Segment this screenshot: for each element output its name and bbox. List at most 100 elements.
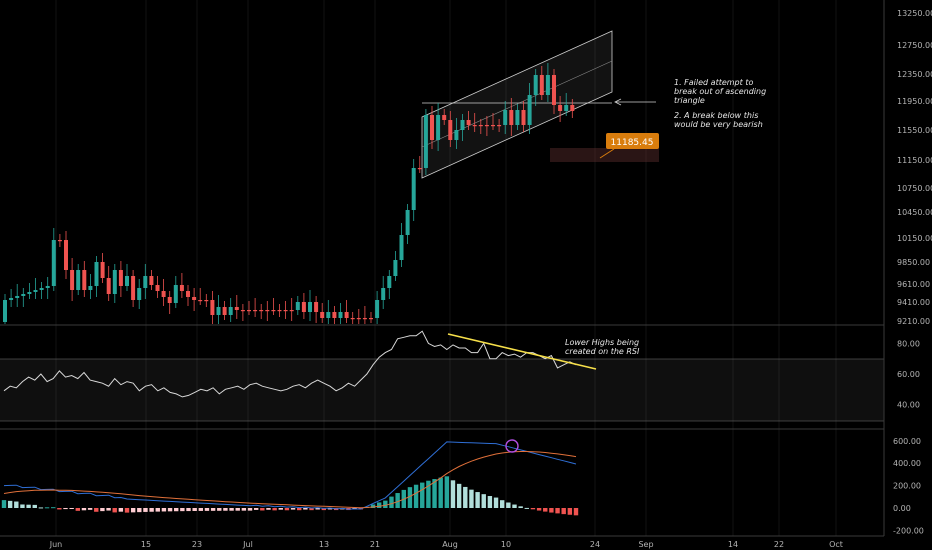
time-tick-label: 10 xyxy=(501,540,511,549)
rsi-pane[interactable] xyxy=(0,330,884,422)
candle-body xyxy=(472,125,477,127)
macd-histogram-bar xyxy=(272,508,277,511)
macd-histogram-bar xyxy=(186,508,191,512)
macd-histogram-bar xyxy=(167,508,173,512)
candle-body xyxy=(33,290,38,292)
candle-body xyxy=(204,300,209,302)
macd-histogram-bar xyxy=(161,508,167,512)
price-tick-label: 11150.00 xyxy=(897,156,932,165)
candle-body xyxy=(570,105,575,111)
macd-histogram-bar xyxy=(124,508,130,513)
macd-histogram-bar xyxy=(420,482,425,508)
rsi-tick-label: 40.00 xyxy=(897,401,920,410)
candle-body xyxy=(448,120,453,140)
macd-histogram-bar xyxy=(38,507,44,509)
time-tick-label: 13 xyxy=(319,540,329,549)
signal-line xyxy=(3,451,577,509)
candle-body xyxy=(179,285,184,291)
candle-body xyxy=(491,125,495,127)
macd-histogram-bar xyxy=(87,508,93,510)
candle-body xyxy=(155,285,160,291)
macd-histogram-bar xyxy=(130,508,136,513)
macd-histogram-bar xyxy=(469,489,474,508)
rsi-tick-label: 80.00 xyxy=(897,339,920,348)
candle-body xyxy=(240,310,245,312)
time-tick-label: 14 xyxy=(728,540,738,549)
price-tick-label: 11950.00 xyxy=(897,97,932,106)
macd-histogram-bar xyxy=(543,508,548,512)
macd-histogram-bar xyxy=(444,476,450,508)
macd-histogram-bar xyxy=(266,508,271,510)
candle-body xyxy=(362,318,367,320)
candle-body xyxy=(356,318,361,320)
candle-body xyxy=(308,302,312,312)
candle-body xyxy=(436,115,441,140)
macd-cross-marker[interactable] xyxy=(505,439,519,453)
time-tick-label: 24 xyxy=(590,540,600,549)
price-tick-label: 10750.00 xyxy=(897,184,932,193)
macd-histogram-bar xyxy=(438,477,443,508)
time-tick-label: 21 xyxy=(370,540,380,549)
macd-histogram-bar xyxy=(75,508,81,511)
annotation-triangle[interactable]: 1. Failed attempt to break out of ascend… xyxy=(614,78,766,129)
macd-histogram-bar xyxy=(229,508,234,511)
candle-body xyxy=(521,110,526,125)
macd-tick-label: -200.00 xyxy=(893,526,924,535)
macd-histogram-bar xyxy=(217,508,222,511)
annotation-rsi[interactable]: Lower Highs being created on the RSI xyxy=(565,338,640,356)
macd-histogram-bar xyxy=(14,501,19,508)
candle-body xyxy=(527,95,532,125)
macd-histogram-bar xyxy=(475,492,480,508)
candle-body xyxy=(417,168,422,170)
rsi-axis[interactable]: 80.00 60.00 40.00 xyxy=(897,339,920,409)
candle-body xyxy=(192,297,197,300)
rsi-band xyxy=(0,359,884,421)
price-label-box[interactable]: 11185.45 xyxy=(599,133,659,159)
macd-histogram-bar xyxy=(370,504,376,508)
macd-histogram-bar xyxy=(315,508,320,510)
candle-body xyxy=(338,312,343,318)
macd-histogram-bar xyxy=(426,480,431,508)
candle-body xyxy=(118,270,123,286)
macd-histogram-bar xyxy=(555,508,560,514)
candle-body xyxy=(247,310,251,312)
candle-body xyxy=(51,240,56,286)
macd-axis[interactable]: 600.00 400.00 200.00 0.00 -200.00 xyxy=(893,437,924,536)
macd-tick-label: 400.00 xyxy=(893,459,921,468)
macd-histogram-bar xyxy=(432,479,437,508)
candle-body xyxy=(497,125,502,127)
macd-histogram-bar xyxy=(567,508,573,515)
macd-histogram-bar xyxy=(7,500,13,508)
annotation-line-2: break out of ascending xyxy=(674,87,766,96)
candle-body xyxy=(186,291,190,297)
macd-histogram-bar xyxy=(44,507,50,509)
price-axis[interactable]: 13250.00 12750.00 12350.00 11950.00 11550.00… xyxy=(897,9,932,326)
candle-body xyxy=(216,307,221,315)
candle-body xyxy=(100,262,105,278)
candle-body xyxy=(137,288,142,300)
macd-histogram-bar xyxy=(204,508,210,511)
time-axis[interactable]: Jun 15 23 Jul 13 21 Aug 10 24 Sep 14 22 Oct xyxy=(49,540,843,549)
candle-body xyxy=(143,276,148,288)
candle-body xyxy=(112,270,117,294)
price-pane[interactable] xyxy=(3,30,659,324)
macd-histogram-bar xyxy=(32,504,37,508)
macd-histogram-bar xyxy=(112,508,117,513)
macd-histogram-bar xyxy=(284,508,290,511)
rsi-trend-line[interactable] xyxy=(447,333,597,370)
time-tick-label: 15 xyxy=(141,540,151,549)
price-tick-label: 9610.00 xyxy=(897,280,930,289)
candle-body xyxy=(564,105,569,111)
annotation-line-1: 1. Failed attempt to xyxy=(674,78,753,87)
macd-histogram-bar xyxy=(106,508,111,511)
macd-histogram-bar xyxy=(389,496,394,508)
candle-body xyxy=(9,298,14,300)
macd-histogram-bar xyxy=(192,508,197,511)
macd-tick-label: 600.00 xyxy=(893,437,921,446)
price-tick-label: 9410.00 xyxy=(897,298,930,307)
macd-histogram-bar xyxy=(309,508,314,511)
candle-body xyxy=(283,310,288,312)
macd-pane[interactable] xyxy=(1,439,579,516)
